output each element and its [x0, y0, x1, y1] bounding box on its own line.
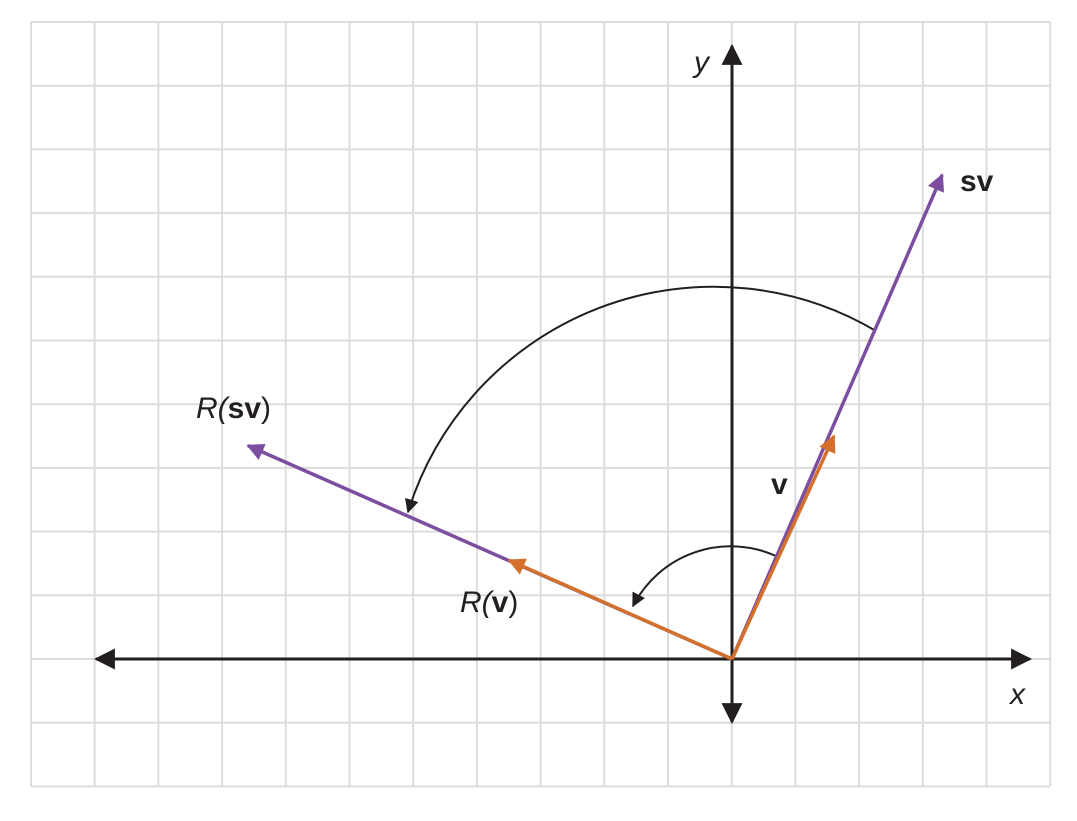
- label-v: v: [771, 468, 788, 501]
- rotation-arc-small: [632, 545, 777, 608]
- label-r-sv: R(sv): [196, 392, 271, 425]
- grid: [30, 21, 1052, 788]
- y-axis-label: y: [692, 46, 711, 79]
- label-r-v-suffix: ): [508, 586, 518, 619]
- label-r-sv-suffix: ): [261, 392, 271, 425]
- x-axis-label: x: [1008, 678, 1026, 711]
- label-sv: sv: [960, 165, 994, 198]
- rotation-arc-large: [405, 285, 877, 514]
- label-r-sv-prefix: R(: [196, 392, 231, 425]
- vector-r-v: [507, 558, 733, 661]
- vector-v: [730, 434, 836, 660]
- label-r-v-core: v: [492, 586, 509, 619]
- label-r-v: R(v): [460, 586, 518, 619]
- label-r-v-prefix: R(: [460, 586, 495, 619]
- label-r-sv-core: sv: [228, 392, 262, 425]
